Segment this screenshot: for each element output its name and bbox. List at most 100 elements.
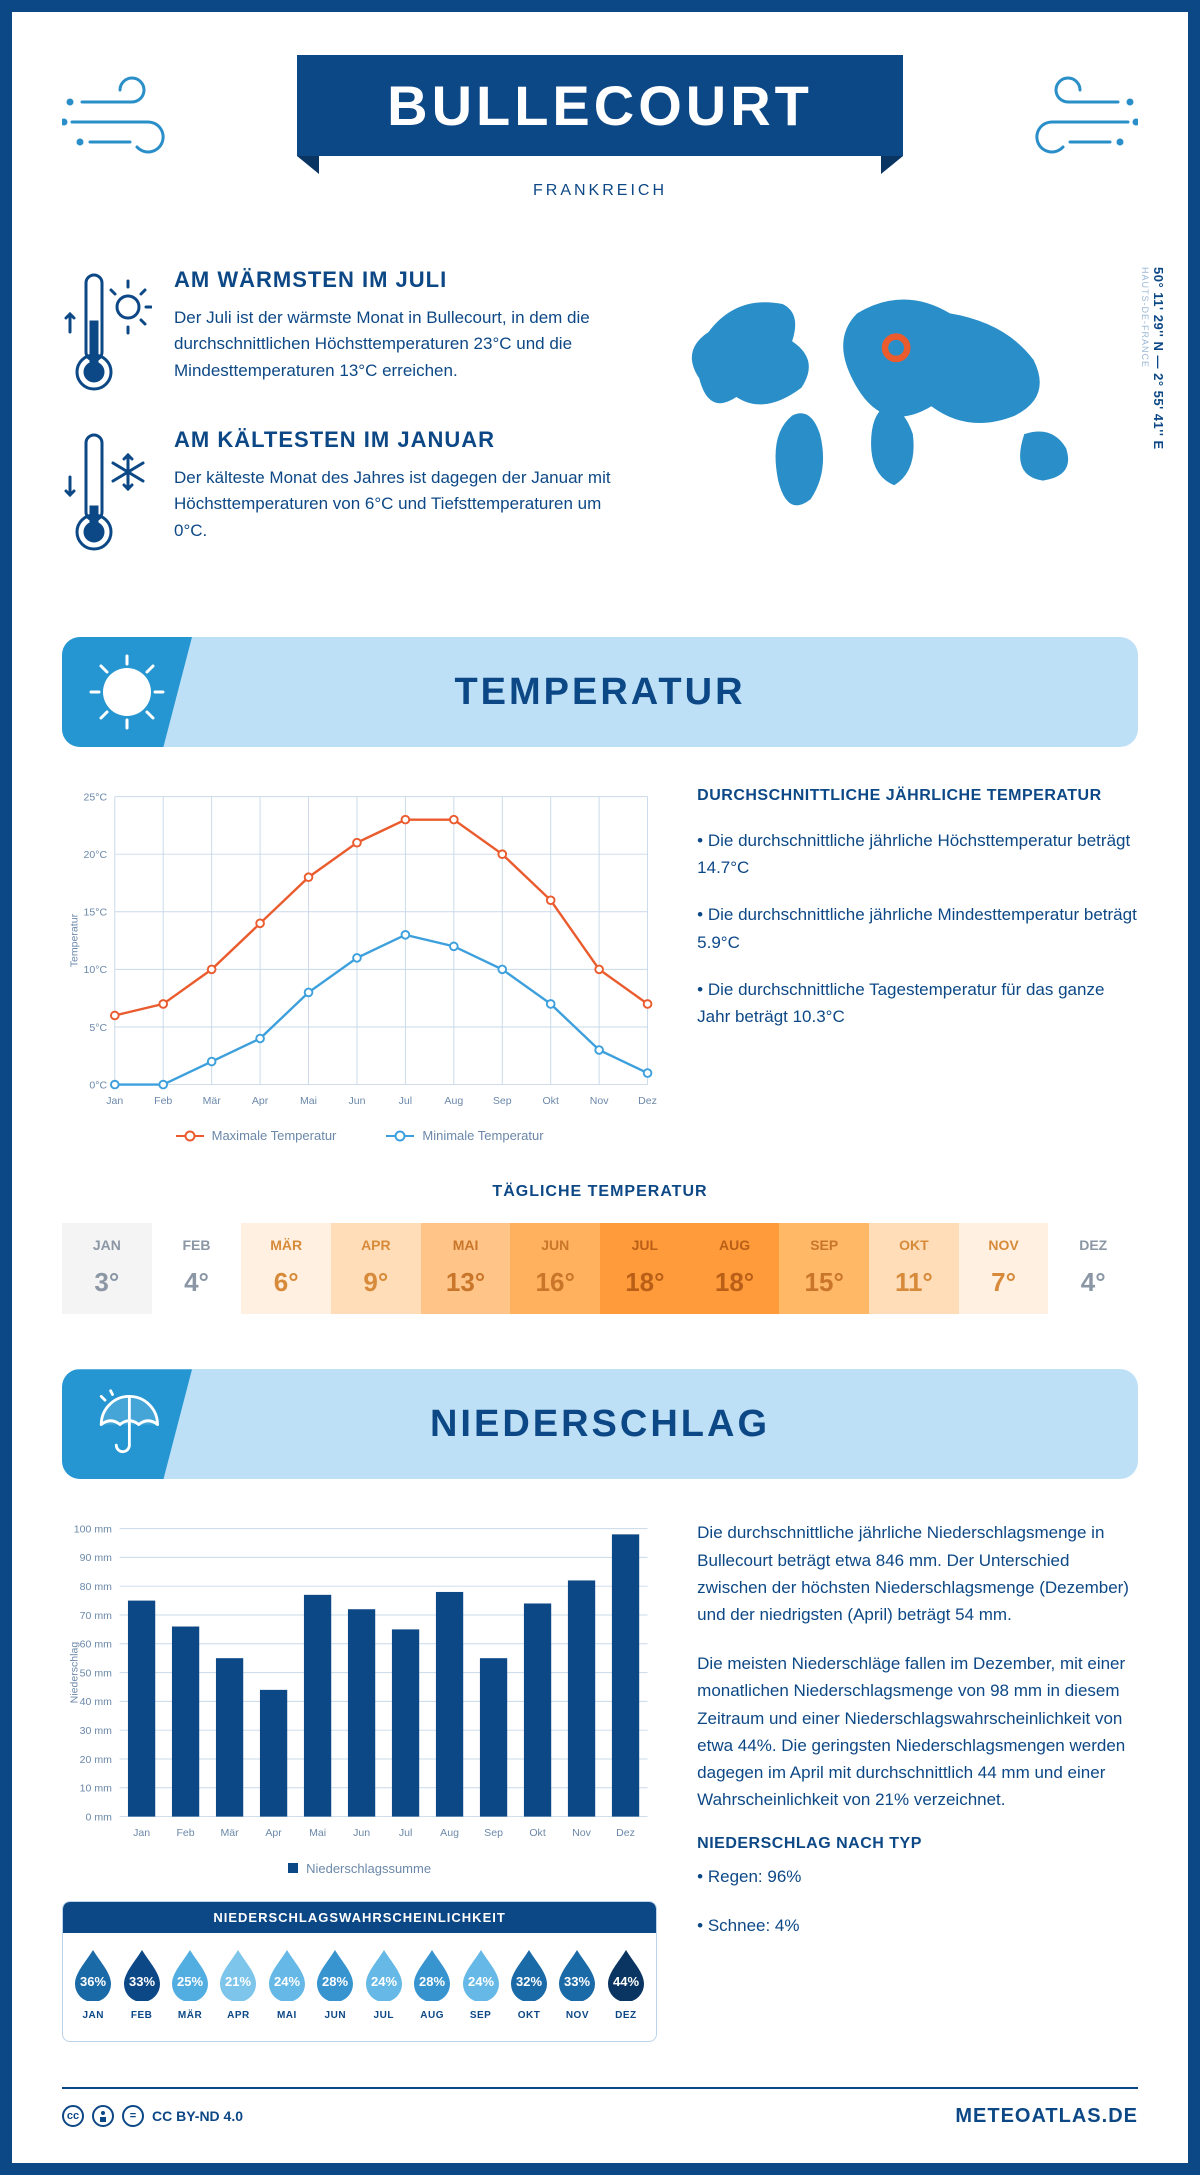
license-text: CC BY-ND 4.0 [152, 2108, 243, 2124]
svg-text:Niederschlag: Niederschlag [68, 1642, 80, 1704]
daily-cell: NOV7° [959, 1223, 1049, 1314]
probability-drop: 21% APR [215, 1947, 261, 2021]
avg-bullet: • Die durchschnittliche jährliche Höchst… [697, 827, 1138, 881]
probability-title: NIEDERSCHLAGSWAHRSCHEINLICHKEIT [63, 1902, 656, 1933]
daily-temp-strip: JAN3° FEB4° MÄR6° APR9° MAI13° JUN16° JU… [62, 1223, 1138, 1314]
svg-text:50 mm: 50 mm [80, 1668, 112, 1680]
title-banner: BULLECOURT [297, 55, 903, 156]
precip-type-title: NIEDERSCHLAG NACH TYP [697, 1835, 1138, 1853]
fact-text: Der Juli ist der wärmste Monat in Bullec… [174, 305, 621, 384]
probability-drop: 33% FEB [119, 1947, 165, 2021]
svg-text:24%: 24% [274, 1974, 300, 1989]
svg-text:20 mm: 20 mm [80, 1754, 112, 1766]
svg-text:21%: 21% [225, 1974, 251, 1989]
svg-text:Apr: Apr [252, 1095, 269, 1107]
thermometer-snow-icon [62, 427, 152, 557]
fact-text: Der kälteste Monat des Jahres ist dagege… [174, 465, 621, 544]
page-subtitle: FRANKREICH [62, 182, 1138, 200]
fact-coldest: AM KÄLTESTEN IM JANUAR Der kälteste Mona… [62, 427, 621, 557]
svg-text:Aug: Aug [444, 1095, 463, 1107]
svg-text:Temperatur: Temperatur [68, 913, 80, 967]
svg-text:30 mm: 30 mm [80, 1725, 112, 1737]
svg-text:28%: 28% [322, 1974, 348, 1989]
svg-text:Dez: Dez [616, 1827, 635, 1839]
probability-drop: 25% MÄR [167, 1947, 213, 2021]
daily-cell: AUG18° [690, 1223, 780, 1314]
svg-text:Jan: Jan [133, 1827, 150, 1839]
legend-min: Minimale Temperatur [386, 1128, 543, 1143]
wind-icon [62, 67, 192, 167]
svg-text:Nov: Nov [590, 1095, 609, 1107]
daily-temp-title: TÄGLICHE TEMPERATUR [62, 1183, 1138, 1201]
umbrella-icon [90, 1387, 165, 1462]
probability-drop: 28% JUN [312, 1947, 358, 2021]
probability-drop: 24% JUL [361, 1947, 407, 2021]
svg-text:80 mm: 80 mm [80, 1581, 112, 1593]
svg-text:0 mm: 0 mm [86, 1812, 113, 1824]
svg-text:32%: 32% [516, 1974, 542, 1989]
svg-text:28%: 28% [419, 1974, 445, 1989]
brand: METEOATLAS.DE [955, 2105, 1138, 2128]
coordinates: 50° 11' 29'' N — 2° 55' 41'' E [1151, 267, 1166, 450]
probability-drop: 28% AUG [409, 1947, 455, 2021]
precip-type-line: • Regen: 96% [697, 1863, 1138, 1890]
svg-text:Apr: Apr [265, 1827, 282, 1839]
svg-text:10 mm: 10 mm [80, 1783, 112, 1795]
probability-box: NIEDERSCHLAGSWAHRSCHEINLICHKEIT 36% JAN … [62, 1901, 657, 2042]
region-label: HAUTS-DE-FRANCE [1140, 267, 1150, 368]
svg-text:15°C: 15°C [84, 907, 108, 919]
svg-text:100 mm: 100 mm [74, 1524, 112, 1536]
world-map: HAUTS-DE-FRANCE 50° 11' 29'' N — 2° 55' … [651, 267, 1138, 587]
legend-max: Maximale Temperatur [176, 1128, 337, 1143]
section-banner-precip: NIEDERSCHLAG [62, 1369, 1138, 1479]
svg-text:Dez: Dez [638, 1095, 657, 1107]
svg-text:Aug: Aug [440, 1827, 459, 1839]
precip-bar-chart: 0 mm10 mm20 mm30 mm40 mm50 mm60 mm70 mm8… [62, 1519, 657, 1875]
svg-text:Nov: Nov [572, 1827, 591, 1839]
daily-cell: OKT11° [869, 1223, 959, 1314]
svg-text:25%: 25% [177, 1974, 203, 1989]
svg-text:Mär: Mär [203, 1095, 222, 1107]
daily-cell: JUL18° [600, 1223, 690, 1314]
svg-text:Okt: Okt [529, 1827, 545, 1839]
header: BULLECOURT FRANKREICH [62, 47, 1138, 227]
daily-cell: MÄR6° [241, 1223, 331, 1314]
precip-type-line: • Schnee: 4% [697, 1912, 1138, 1939]
svg-text:90 mm: 90 mm [80, 1553, 112, 1565]
svg-text:24%: 24% [468, 1974, 494, 1989]
section-title: TEMPERATUR [454, 671, 745, 714]
svg-text:Jan: Jan [106, 1095, 123, 1107]
avg-bullet: • Die durchschnittliche jährliche Mindes… [697, 901, 1138, 955]
temperature-line-chart: 0°C5°C10°C15°C20°C25°CJanFebMärAprMaiJun… [62, 787, 657, 1143]
svg-text:20°C: 20°C [84, 849, 108, 861]
daily-cell: JUN16° [510, 1223, 600, 1314]
svg-text:0°C: 0°C [89, 1079, 107, 1091]
svg-text:60 mm: 60 mm [80, 1639, 112, 1651]
daily-cell: FEB4° [152, 1223, 242, 1314]
daily-cell: SEP15° [779, 1223, 869, 1314]
svg-text:40 mm: 40 mm [80, 1697, 112, 1709]
page-title: BULLECOURT [387, 73, 813, 138]
svg-text:Sep: Sep [484, 1827, 503, 1839]
svg-text:Jun: Jun [348, 1095, 365, 1107]
by-icon [92, 2105, 114, 2127]
svg-text:Jul: Jul [399, 1095, 412, 1107]
precip-para: Die durchschnittliche jährliche Niedersc… [697, 1519, 1138, 1628]
svg-text:Jul: Jul [399, 1827, 412, 1839]
svg-text:44%: 44% [613, 1974, 639, 1989]
svg-text:Sep: Sep [493, 1095, 512, 1107]
probability-drop: 32% OKT [506, 1947, 552, 2021]
section-title: NIEDERSCHLAG [430, 1403, 770, 1446]
daily-cell: MAI13° [421, 1223, 511, 1314]
thermometer-sun-icon [62, 267, 152, 397]
daily-cell: JAN3° [62, 1223, 152, 1314]
probability-drop: 44% DEZ [603, 1947, 649, 2021]
avg-temp-title: DURCHSCHNITTLICHE JÄHRLICHE TEMPERATUR [697, 787, 1138, 805]
svg-text:Mär: Mär [221, 1827, 240, 1839]
daily-cell: APR9° [331, 1223, 421, 1314]
avg-bullet: • Die durchschnittliche Tagestemperatur … [697, 976, 1138, 1030]
svg-text:36%: 36% [80, 1974, 106, 1989]
cc-icon: cc [62, 2105, 84, 2127]
daily-cell: DEZ4° [1048, 1223, 1138, 1314]
precip-para: Die meisten Niederschläge fallen im Deze… [697, 1650, 1138, 1813]
